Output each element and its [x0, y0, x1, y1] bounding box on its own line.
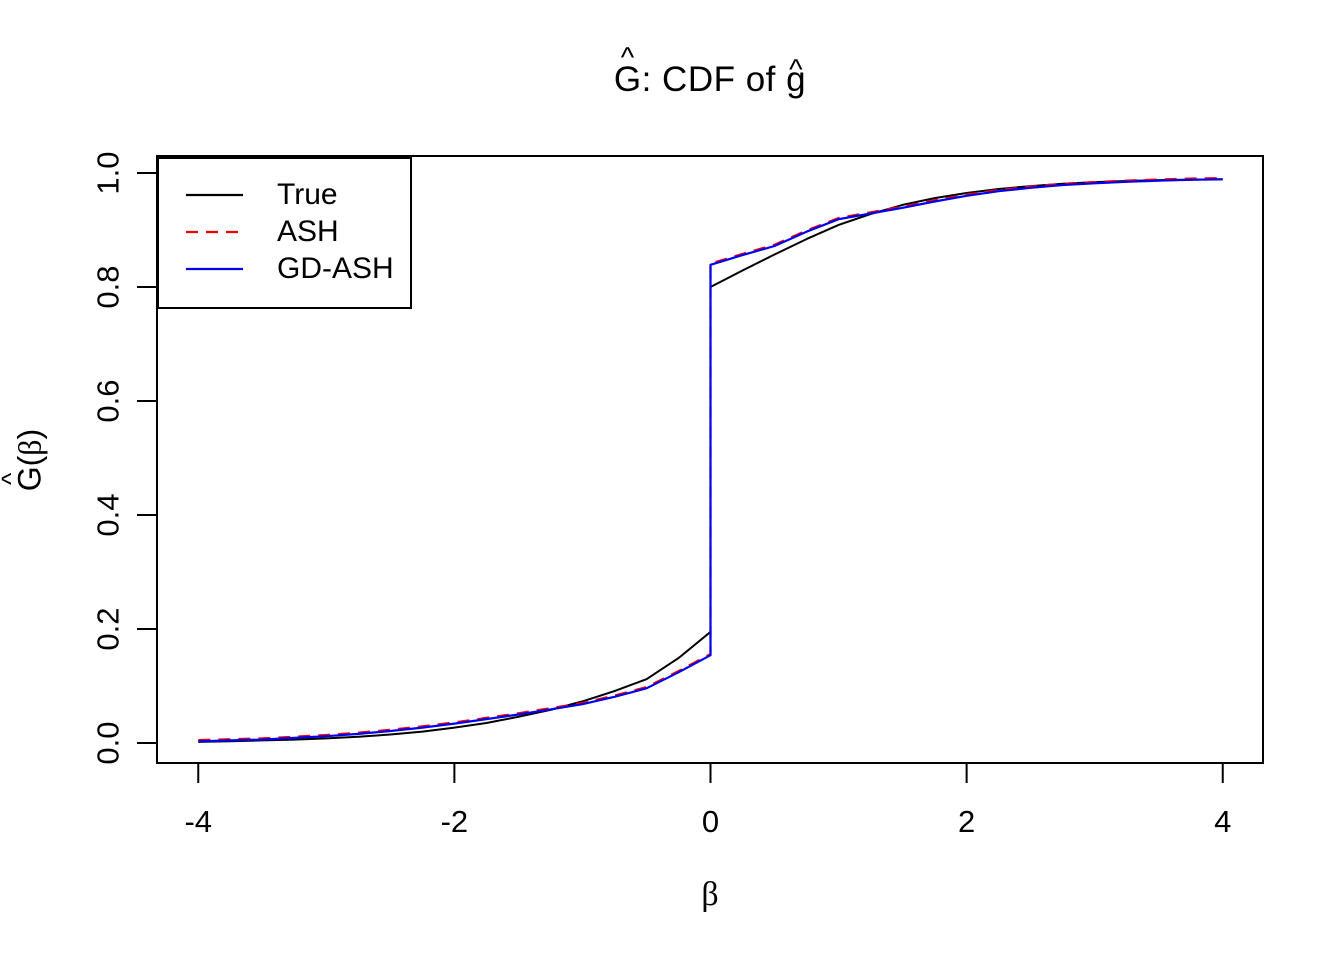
g-hat-upper: ^ G — [613, 44, 642, 100]
x-tick-label: -2 — [441, 804, 469, 839]
title-separator: : CDF of — [641, 60, 787, 99]
title-g: G — [613, 60, 642, 99]
ash-curve — [198, 177, 1223, 742]
legend-box: True ASH GD-ASH — [157, 157, 412, 309]
xlab-beta: β — [701, 876, 719, 913]
hat-glyph: ^ — [0, 473, 25, 485]
legend-label: ASH — [277, 214, 339, 248]
legend-line — [186, 193, 243, 196]
ylab-g-hat: ^G — [0, 466, 49, 491]
x-tick-label: 2 — [958, 804, 975, 839]
legend-line — [186, 230, 243, 233]
title-g-lower: g — [786, 60, 807, 99]
ylab-beta: β — [11, 439, 48, 456]
x-tick-label: 0 — [702, 804, 719, 839]
y-axis-label: ^G(β) — [0, 428, 49, 491]
legend-line — [186, 267, 243, 270]
hat-glyph: ^ — [789, 53, 804, 86]
x-axis-label: β — [157, 876, 1263, 914]
chart-title: ^ G: CDF of ^ g — [157, 44, 1263, 100]
hat-glyph: ^ — [620, 42, 635, 75]
y-tick-label: 0.0 — [91, 721, 126, 764]
legend-item-true: True — [159, 176, 410, 213]
legend-label: True — [277, 177, 338, 211]
y-tick-label: 0.2 — [91, 607, 126, 650]
legend-item-gd-ash: GD-ASH — [159, 250, 410, 287]
ylab-open-paren: ( — [11, 455, 48, 467]
y-tick-label: 1.0 — [91, 151, 126, 194]
x-tick-label: -4 — [184, 804, 212, 839]
gd-ash-curve — [198, 178, 1223, 743]
y-tick-label: 0.8 — [91, 265, 126, 308]
g-hat-lower: ^ g — [786, 56, 807, 100]
y-tick-label: 0.4 — [91, 493, 126, 536]
x-tick-label: 4 — [1214, 804, 1231, 839]
y-tick-label: 0.6 — [91, 379, 126, 422]
legend-item-ash: ASH — [159, 213, 410, 250]
ylab-close-paren: ) — [11, 428, 48, 440]
legend-label: GD-ASH — [277, 251, 394, 285]
